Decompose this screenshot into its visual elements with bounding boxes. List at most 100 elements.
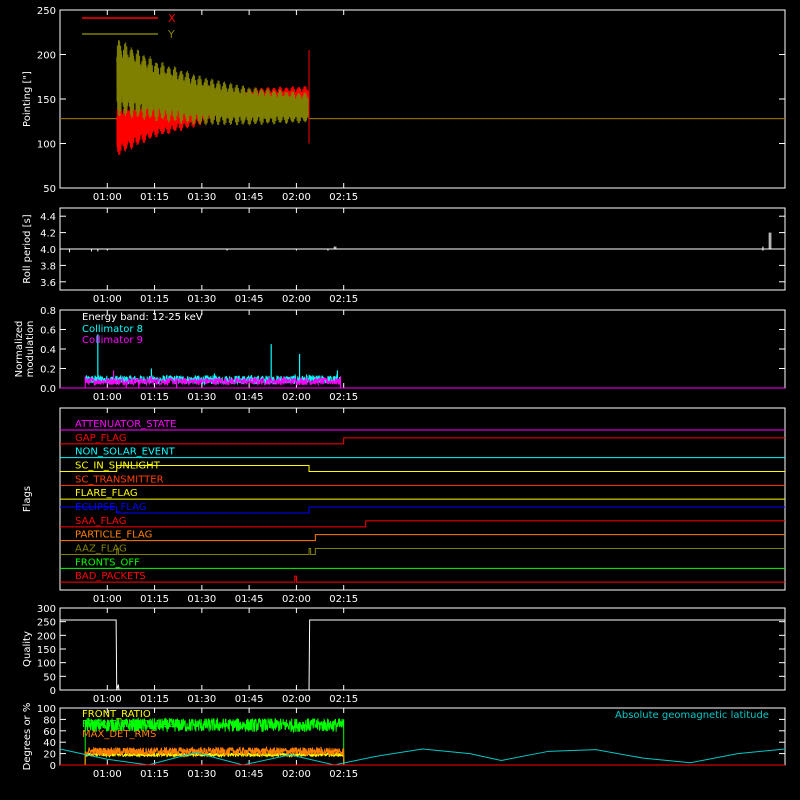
front-ratio-series-2 bbox=[84, 745, 345, 766]
quality-ytick-label: 250 bbox=[37, 618, 56, 629]
modulation-xtick-label: 01:45 bbox=[235, 392, 264, 403]
pointing-xtick-label: 02:00 bbox=[282, 192, 311, 203]
panel-modulation: 01:00 01:15 01:30 01:45 02:00 02:15 0.0 0.2 0.4 0… bbox=[14, 306, 786, 403]
flags-xtick-label: 01:45 bbox=[235, 594, 264, 605]
modulation-xtick-label: 01:30 bbox=[187, 392, 216, 403]
roll_period-xtick-label: 02:15 bbox=[329, 294, 358, 305]
modulation-xtick-label: 01:00 bbox=[93, 392, 122, 403]
legend-label-modulation: Collimator 9 bbox=[82, 335, 143, 346]
modulation-xtick-label: 02:15 bbox=[329, 392, 358, 403]
modulation-series-1 bbox=[84, 376, 341, 387]
panel-pointing: 01:00 01:15 01:30 01:45 02:00 02:15 50 100 150 20… bbox=[22, 6, 786, 203]
flag-label: BAD_PACKETS bbox=[75, 571, 146, 582]
front_ratio-xtick-label: 02:00 bbox=[282, 769, 311, 780]
flag-label: SAA_FLAG bbox=[75, 516, 126, 527]
quality-xtick-label: 01:00 bbox=[93, 694, 122, 705]
flags-xtick-label: 02:15 bbox=[329, 594, 358, 605]
flag-label: FLARE_FLAG bbox=[75, 488, 138, 499]
front-ratio-series-1 bbox=[84, 717, 345, 766]
panel-roll_period: 01:00 01:15 01:30 01:45 02:00 02:15 3.6 3.8 4.0 4… bbox=[22, 207, 786, 305]
front_ratio-xtick-label: 01:15 bbox=[140, 769, 169, 780]
pointing-ytick-label: 150 bbox=[37, 95, 56, 106]
quality-ytick-label: 200 bbox=[37, 631, 56, 642]
quality-ytick-label: 0 bbox=[50, 686, 56, 697]
modulation-ytick-label: 0.6 bbox=[40, 326, 56, 337]
roll_period-ytick-label: 4.0 bbox=[40, 245, 56, 256]
flag-line bbox=[60, 465, 785, 472]
roll_period-ytick-label: 3.8 bbox=[40, 261, 56, 272]
front_ratio-ytick-label: 60 bbox=[43, 727, 56, 738]
flag-line bbox=[60, 437, 785, 445]
flags-xtick-label: 01:30 bbox=[187, 594, 216, 605]
front_ratio-ytick-label: 20 bbox=[43, 750, 56, 761]
modulation-annotation: Energy band: 12-25 keV bbox=[82, 312, 203, 323]
roll_period-xtick-label: 01:30 bbox=[187, 294, 216, 305]
panel-flags: 01:00 01:15 01:30 01:45 02:00 02:15 Flags ATTEN… bbox=[22, 407, 786, 605]
roll_period-ytick-label: 4.4 bbox=[40, 212, 56, 223]
pointing-xtick-label: 02:15 bbox=[329, 192, 358, 203]
pointing-ytick-label: 50 bbox=[43, 184, 56, 195]
roll_period-xtick-label: 01:00 bbox=[93, 294, 122, 305]
pointing-xtick-label: 01:00 bbox=[93, 192, 122, 203]
quality-ytick-label: 300 bbox=[37, 604, 56, 615]
modulation-ytick-label: 0.8 bbox=[40, 306, 56, 317]
legend-label-X: X bbox=[168, 12, 176, 25]
series-Y-line bbox=[116, 40, 310, 126]
legend-label-Y: Y bbox=[167, 28, 175, 41]
pointing-xtick-label: 01:45 bbox=[235, 192, 264, 203]
quality-ytick-label: 50 bbox=[43, 672, 56, 683]
roll_period-xtick-label: 02:00 bbox=[282, 294, 311, 305]
front_ratio-ytick-label: 40 bbox=[43, 738, 56, 749]
panel-front_ratio: 01:00 01:15 01:30 01:45 02:00 02:15 0204060801… bbox=[22, 703, 786, 780]
flags-xtick-label: 01:15 bbox=[140, 594, 169, 605]
roll_period-ytick-label: 3.6 bbox=[40, 278, 56, 289]
front_ratio-ytick-label: 0 bbox=[50, 761, 56, 772]
modulation-ylabel: Normalized bbox=[14, 321, 25, 378]
front_ratio-xtick-label: 02:15 bbox=[329, 769, 358, 780]
front_ratio-ylabel: Degrees or % bbox=[22, 703, 33, 771]
flag-line bbox=[60, 534, 785, 542]
legend-label-modulation: Collimator 8 bbox=[82, 324, 143, 335]
quality-xtick-label: 02:00 bbox=[282, 694, 311, 705]
front-ratio-annotation: Absolute geomagnetic latitude bbox=[615, 710, 769, 721]
flags-xtick-label: 01:00 bbox=[93, 594, 122, 605]
quality-xtick-label: 01:45 bbox=[235, 694, 264, 705]
modulation-ytick-label: 0.2 bbox=[40, 365, 56, 376]
pointing-ytick-label: 250 bbox=[37, 6, 56, 17]
legend-label-front-ratio: FRONT_RATIO_1025 bbox=[82, 719, 181, 730]
modulation-ylabel: modulation bbox=[25, 321, 36, 378]
modulation-xtick-label: 01:15 bbox=[140, 392, 169, 403]
pointing-ytick-label: 100 bbox=[37, 140, 56, 151]
flag-line bbox=[60, 575, 785, 583]
modulation-ytick-label: 0.4 bbox=[40, 345, 56, 356]
modulation-ytick-label: 0.0 bbox=[40, 384, 56, 395]
quality-xtick-label: 02:15 bbox=[329, 694, 358, 705]
flag-label: NON_SOLAR_EVENT bbox=[75, 447, 176, 458]
flags-ylabel: Flags bbox=[22, 486, 33, 512]
roll_period-xtick-label: 01:45 bbox=[235, 294, 264, 305]
flag-label: FRONTS_OFF bbox=[75, 557, 140, 568]
flags-xtick-label: 02:00 bbox=[282, 594, 311, 605]
pointing-ylabel: Pointing ["] bbox=[22, 71, 33, 127]
flag-label: GAP_FLAG bbox=[75, 433, 127, 444]
legend-label-front-ratio: FRONT_RATIO bbox=[82, 709, 151, 720]
flag-label: SC_IN_SUNLIGHT bbox=[75, 461, 161, 472]
quality-line bbox=[60, 619, 785, 691]
quality-ytick-label: 100 bbox=[37, 659, 56, 670]
front-ratio-geomag-line bbox=[59, 748, 786, 766]
flag-label: AAZ_FLAG bbox=[75, 544, 127, 555]
roll_period-ylabel: Roll period [s] bbox=[22, 214, 33, 283]
flag-line bbox=[60, 506, 785, 514]
quality-ylabel: Quality bbox=[22, 631, 33, 667]
quality-ytick-label: 150 bbox=[37, 645, 56, 656]
pointing-xtick-label: 01:15 bbox=[140, 192, 169, 203]
panel-quality: 01:00 01:15 01:30 01:45 02:00 02:15 0 50 100 150 2… bbox=[22, 604, 786, 705]
flag-label: SC_TRANSMITTER bbox=[75, 474, 164, 485]
roll_period-ytick-label: 4.2 bbox=[40, 229, 56, 240]
flag-label: PARTICLE_FLAG bbox=[75, 530, 152, 541]
quality-xtick-label: 01:15 bbox=[140, 694, 169, 705]
pointing-ytick-label: 200 bbox=[37, 51, 56, 62]
roll_period-xtick-label: 01:15 bbox=[140, 294, 169, 305]
front_ratio-xtick-label: 01:45 bbox=[235, 769, 264, 780]
